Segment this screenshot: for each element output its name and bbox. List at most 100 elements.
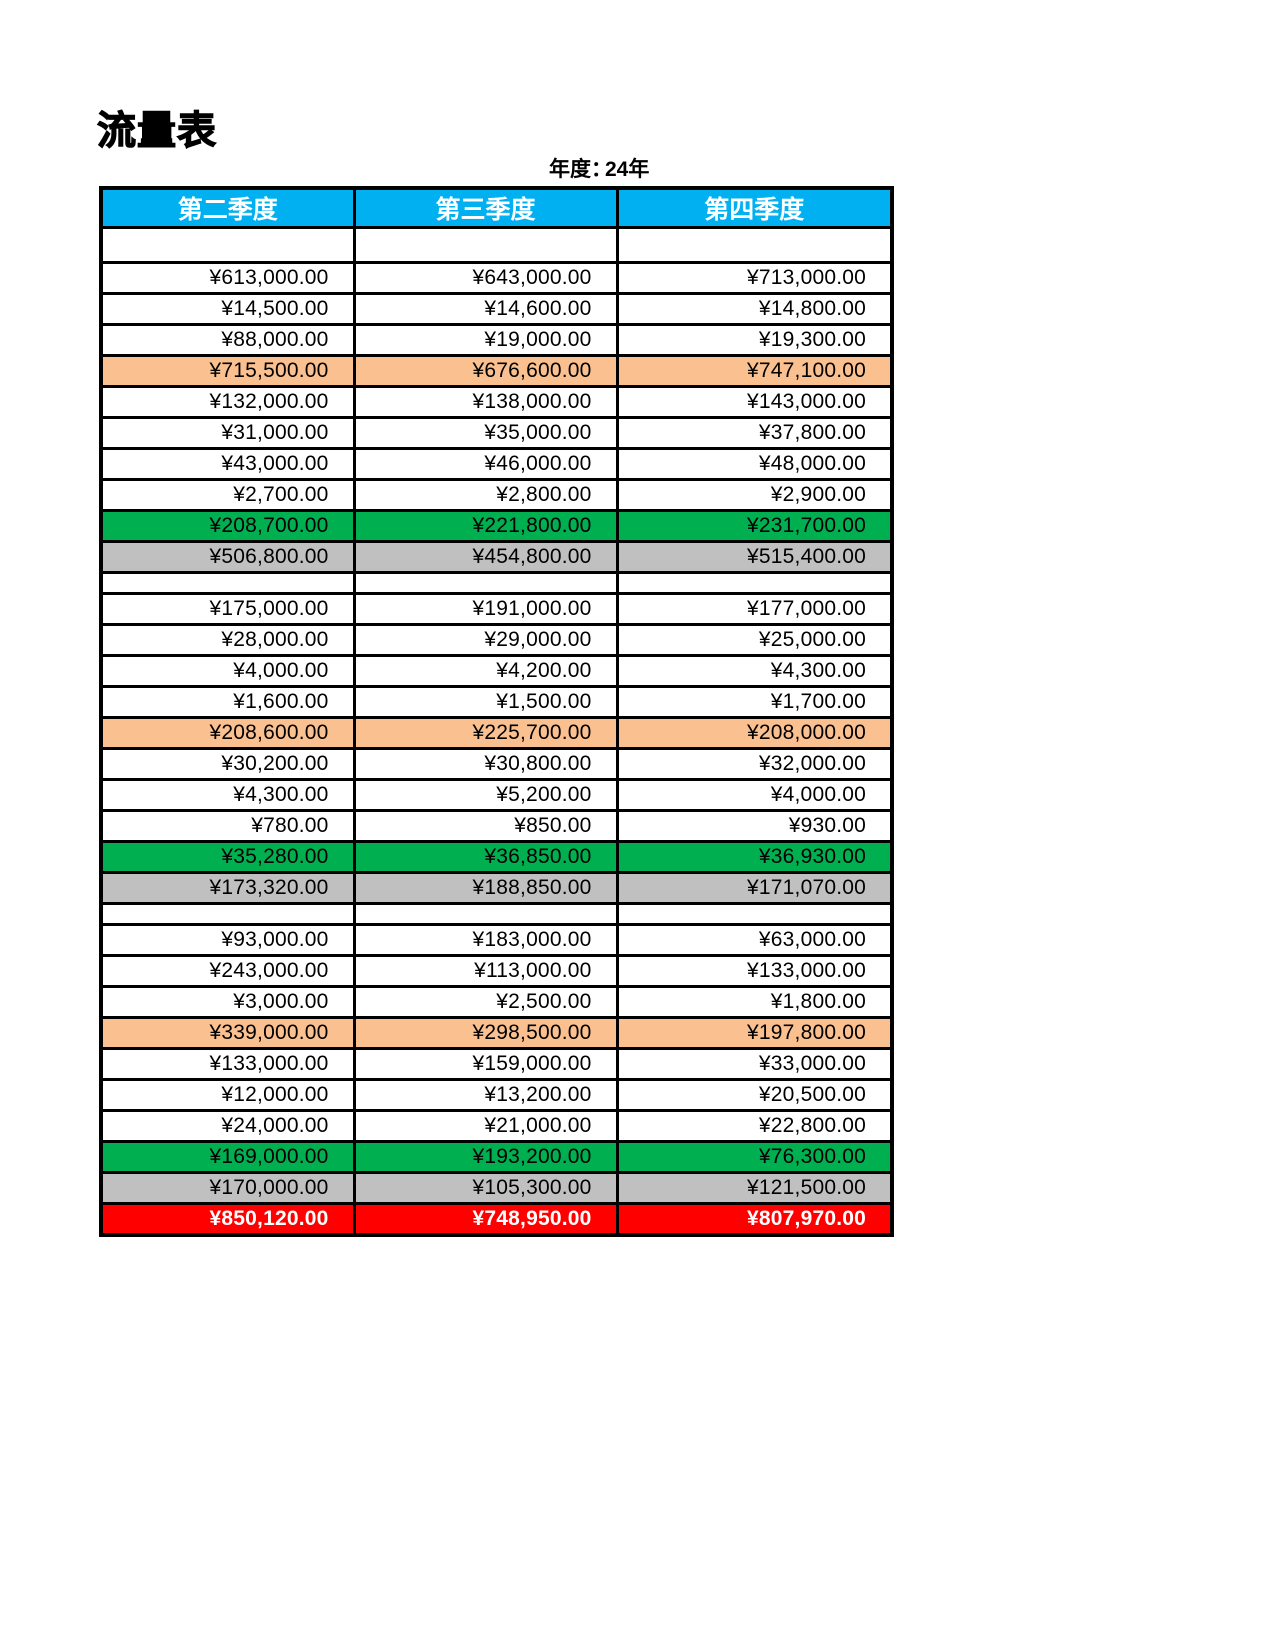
- amount-cell: ¥13,200.00: [352, 1078, 619, 1112]
- blank-cell: [352, 226, 619, 264]
- table-row-net: ¥170,000.00 ¥105,300.00 ¥121,500.00: [99, 1171, 894, 1205]
- table-row-value: ¥88,000.00 ¥19,000.00 ¥19,300.00: [99, 323, 894, 357]
- amount-cell: ¥339,000.00: [99, 1016, 356, 1050]
- blank-cell: [615, 226, 894, 264]
- amount-cell: ¥33,000.00: [615, 1047, 894, 1081]
- amount-cell: ¥14,500.00: [99, 292, 356, 326]
- amount-cell: ¥173,320.00: [99, 871, 356, 905]
- amount-cell: ¥208,000.00: [615, 716, 894, 750]
- amount-cell: ¥48,000.00: [615, 447, 894, 481]
- year-label: 年度：: [549, 158, 612, 181]
- table-row-blank: [99, 902, 894, 926]
- cash-flow-table: 第二季度 第三季度 第四季度 ¥613,000.00 ¥643,000.00 ¥71…: [99, 186, 894, 1237]
- table-row-value: ¥3,000.00 ¥2,500.00 ¥1,800.00: [99, 985, 894, 1019]
- table-row-subtotal: ¥339,000.00 ¥298,500.00 ¥197,800.00: [99, 1016, 894, 1050]
- amount-cell: ¥4,200.00: [352, 654, 619, 688]
- table-row-value: ¥243,000.00 ¥113,000.00 ¥133,000.00: [99, 954, 894, 988]
- amount-cell: ¥930.00: [615, 809, 894, 843]
- blank-cell: [615, 902, 894, 926]
- amount-cell: ¥24,000.00: [99, 1109, 356, 1143]
- amount-cell: ¥37,800.00: [615, 416, 894, 450]
- amount-cell: ¥780.00: [99, 809, 356, 843]
- table-row-value: ¥30,200.00 ¥30,800.00 ¥32,000.00: [99, 747, 894, 781]
- blank-cell: [615, 571, 894, 595]
- table-row-total: ¥35,280.00 ¥36,850.00 ¥36,930.00: [99, 840, 894, 874]
- amount-cell: ¥4,300.00: [615, 654, 894, 688]
- amount-cell: ¥1,800.00: [615, 985, 894, 1019]
- amount-cell: ¥748,950.00: [352, 1202, 619, 1237]
- amount-cell: ¥28,000.00: [99, 623, 356, 657]
- amount-cell: ¥175,000.00: [99, 592, 356, 626]
- table-row-value: ¥31,000.00 ¥35,000.00 ¥37,800.00: [99, 416, 894, 450]
- amount-cell: ¥515,400.00: [615, 540, 894, 574]
- amount-cell: ¥36,930.00: [615, 840, 894, 874]
- amount-cell: ¥169,000.00: [99, 1140, 356, 1174]
- amount-cell: ¥43,000.00: [99, 447, 356, 481]
- amount-cell: ¥76,300.00: [615, 1140, 894, 1174]
- amount-cell: ¥121,500.00: [615, 1171, 894, 1205]
- amount-cell: ¥21,000.00: [352, 1109, 619, 1143]
- table-row-total: ¥169,000.00 ¥193,200.00 ¥76,300.00: [99, 1140, 894, 1174]
- table-row-subtotal: ¥208,600.00 ¥225,700.00 ¥208,000.00: [99, 716, 894, 750]
- amount-cell: ¥19,300.00: [615, 323, 894, 357]
- year-value: 24年: [605, 158, 650, 181]
- amount-cell: ¥1,700.00: [615, 685, 894, 719]
- amount-cell: ¥850.00: [352, 809, 619, 843]
- amount-cell: ¥46,000.00: [352, 447, 619, 481]
- amount-cell: ¥191,000.00: [352, 592, 619, 626]
- table-row-value: ¥175,000.00 ¥191,000.00 ¥177,000.00: [99, 592, 894, 626]
- amount-cell: ¥31,000.00: [99, 416, 356, 450]
- amount-cell: ¥19,000.00: [352, 323, 619, 357]
- amount-cell: ¥2,800.00: [352, 478, 619, 512]
- amount-cell: ¥183,000.00: [352, 923, 619, 957]
- amount-cell: ¥613,000.00: [99, 261, 356, 295]
- amount-cell: ¥747,100.00: [615, 354, 894, 388]
- blank-cell: [99, 571, 356, 595]
- amount-cell: ¥32,000.00: [615, 747, 894, 781]
- amount-cell: ¥713,000.00: [615, 261, 894, 295]
- amount-cell: ¥188,850.00: [352, 871, 619, 905]
- amount-cell: ¥1,600.00: [99, 685, 356, 719]
- amount-cell: ¥63,000.00: [615, 923, 894, 957]
- amount-cell: ¥132,000.00: [99, 385, 356, 419]
- table-row-blank-tall: [99, 226, 894, 264]
- amount-cell: ¥243,000.00: [99, 954, 356, 988]
- table-row-value: ¥613,000.00 ¥643,000.00 ¥713,000.00: [99, 261, 894, 295]
- table-row-value: ¥4,300.00 ¥5,200.00 ¥4,000.00: [99, 778, 894, 812]
- blank-cell: [352, 902, 619, 926]
- table-row-value: ¥132,000.00 ¥138,000.00 ¥143,000.00: [99, 385, 894, 419]
- amount-cell: ¥4,300.00: [99, 778, 356, 812]
- year-row: 年度： 24年: [99, 153, 890, 183]
- table-row-value: ¥12,000.00 ¥13,200.00 ¥20,500.00: [99, 1078, 894, 1112]
- amount-cell: ¥454,800.00: [352, 540, 619, 574]
- amount-cell: ¥2,700.00: [99, 478, 356, 512]
- amount-cell: ¥298,500.00: [352, 1016, 619, 1050]
- amount-cell: ¥113,000.00: [352, 954, 619, 988]
- amount-cell: ¥25,000.00: [615, 623, 894, 657]
- amount-cell: ¥676,600.00: [352, 354, 619, 388]
- amount-cell: ¥197,800.00: [615, 1016, 894, 1050]
- amount-cell: ¥208,600.00: [99, 716, 356, 750]
- table-row-value: ¥24,000.00 ¥21,000.00 ¥22,800.00: [99, 1109, 894, 1143]
- amount-cell: ¥93,000.00: [99, 923, 356, 957]
- amount-cell: ¥4,000.00: [99, 654, 356, 688]
- table-row-value: ¥14,500.00 ¥14,600.00 ¥14,800.00: [99, 292, 894, 326]
- amount-cell: ¥506,800.00: [99, 540, 356, 574]
- blank-cell: [99, 902, 356, 926]
- amount-cell: ¥4,000.00: [615, 778, 894, 812]
- amount-cell: ¥1,500.00: [352, 685, 619, 719]
- amount-cell: ¥193,200.00: [352, 1140, 619, 1174]
- table-row-subtotal: ¥715,500.00 ¥676,600.00 ¥747,100.00: [99, 354, 894, 388]
- amount-cell: ¥14,600.00: [352, 292, 619, 326]
- amount-cell: ¥2,500.00: [352, 985, 619, 1019]
- amount-cell: ¥133,000.00: [615, 954, 894, 988]
- table-row-value: ¥28,000.00 ¥29,000.00 ¥25,000.00: [99, 623, 894, 657]
- table-row-total: ¥208,700.00 ¥221,800.00 ¥231,700.00: [99, 509, 894, 543]
- amount-cell: ¥20,500.00: [615, 1078, 894, 1112]
- amount-cell: ¥2,900.00: [615, 478, 894, 512]
- amount-cell: ¥3,000.00: [99, 985, 356, 1019]
- amount-cell: ¥35,000.00: [352, 416, 619, 450]
- amount-cell: ¥88,000.00: [99, 323, 356, 357]
- table-row-net: ¥173,320.00 ¥188,850.00 ¥171,070.00: [99, 871, 894, 905]
